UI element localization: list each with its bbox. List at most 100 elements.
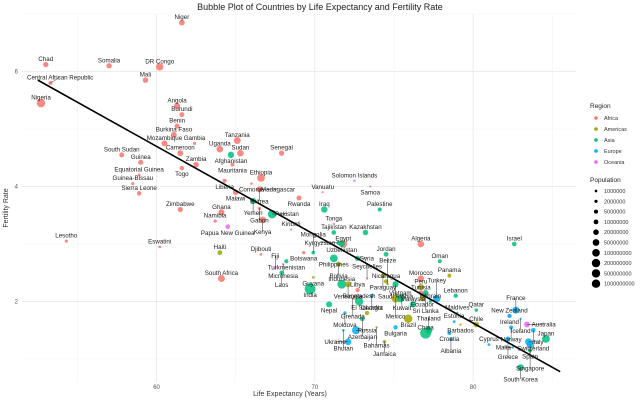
bubble-point [321,206,328,213]
bubble-point [217,275,225,282]
bubble-point [304,283,316,295]
country-label: Sierra Leone [121,185,157,192]
country-label: Mozambique [147,135,183,142]
country-label: Greece [498,354,519,361]
country-label: Chad [38,56,53,63]
label-leader-line [335,341,349,342]
country-label: Mexico [386,314,406,321]
country-label: South Korea [503,377,538,384]
legend-population-label: 50000000 [604,241,628,247]
axis-ticks: 60 70 80 2 4 6 [15,70,477,392]
bubble-point [331,230,337,235]
bubble-point [259,253,263,256]
legend-population-entries: 1000000 2000000 5000000 10000000 20000000 500… [591,189,635,288]
country-label: Sudan [231,145,249,152]
country-label: Barbados [447,328,474,335]
bubble-point [453,293,458,298]
country-label: Pakistan [275,211,299,218]
bubble-point [237,149,244,157]
country-label: Jamaica [373,351,397,358]
legend-population-label: 100000000 [604,251,632,257]
country-label: Azerbaijan [348,334,378,341]
country-label: Seychelles [352,264,382,271]
bubble-point [311,276,315,279]
country-label: Maldives [445,305,469,312]
country-label: Iraq [319,201,330,208]
country-label: Norway [501,336,523,343]
bubble-point [459,323,462,326]
country-label: Spain [522,354,538,361]
country-label: Malawi [226,195,245,202]
country-label: Eritrea [250,198,269,205]
y-tick-label: 6 [15,70,19,76]
legend-region-key [594,116,598,120]
legend-region-title: Region [590,103,611,110]
country-label: Oman [431,253,448,260]
country-label: Botswana [290,256,318,263]
country-label: Qatar [469,302,484,309]
country-label: Georgia [361,305,384,312]
country-label: Panama [438,267,462,274]
country-label: Mauritania [218,168,247,175]
country-label: Ukraine [324,339,346,346]
country-label: Tonga [325,215,342,222]
country-label: Syria [360,255,375,262]
bubble-point [474,308,479,312]
legend-region-label: Asia [604,138,616,144]
bubble-point [284,259,289,264]
bubble-point [43,61,49,68]
bubble-point [447,273,452,278]
country-label: Bulgaria [384,330,407,337]
bubble-point [329,254,338,263]
label-leader-line [355,329,368,331]
country-label: Angola [167,98,187,105]
bubble-point [178,19,185,26]
country-label: Guyana [302,280,324,287]
country-label: Mongolia [301,232,327,239]
country-label: Ecuador [411,302,434,309]
country-label: Niger [174,14,189,21]
legend-population-label: 500000000 [604,271,632,277]
country-label: Jordan [377,246,396,253]
label-leader-line [526,323,544,325]
country-label: Lebanon [444,287,469,294]
country-label: Philippines [319,261,349,268]
legend-region-label: Oceania [604,160,625,166]
legend-population-title: Population [590,177,621,184]
country-label: Rwanda [288,201,311,208]
legend-population-label: 200000000 [604,261,632,267]
bubble-point [417,275,425,282]
country-label: Senegal [270,145,293,152]
legend-region-label: Americas [604,127,627,133]
bubble-point [326,301,333,308]
country-label: Lesotho [55,233,78,240]
label-leader-line [528,341,538,342]
country-label: Benin [169,118,185,125]
country-label: Yemen [244,210,264,217]
country-label: Papua New Guinea [201,230,255,237]
country-label: Indonesia [328,276,355,283]
legend-region-label: Europe [604,149,622,155]
bubble-point [174,123,180,129]
bubble-point [383,279,389,284]
legend-population-key [592,249,600,257]
country-label: Cameroon [166,145,195,152]
country-label: Samoa [360,190,380,197]
legend-region-label: Africa [604,116,619,122]
bubble-point [447,331,452,336]
country-label: Cyprus [479,336,499,343]
legend-population-key [593,229,599,236]
country-label: Paraguay [370,285,397,292]
bubble-point [171,131,177,138]
country-label: Burkina Faso [156,126,193,133]
bubble-point [179,165,185,171]
country-label: Zimbabwe [166,201,195,208]
legend-population-key [594,189,598,193]
bubble-point [217,250,223,256]
bubble-point [403,314,413,324]
country-label: Singapore [516,365,545,372]
label-leader-line [503,346,513,348]
country-label: Gabon [250,217,269,224]
label-leader-line [259,188,279,190]
